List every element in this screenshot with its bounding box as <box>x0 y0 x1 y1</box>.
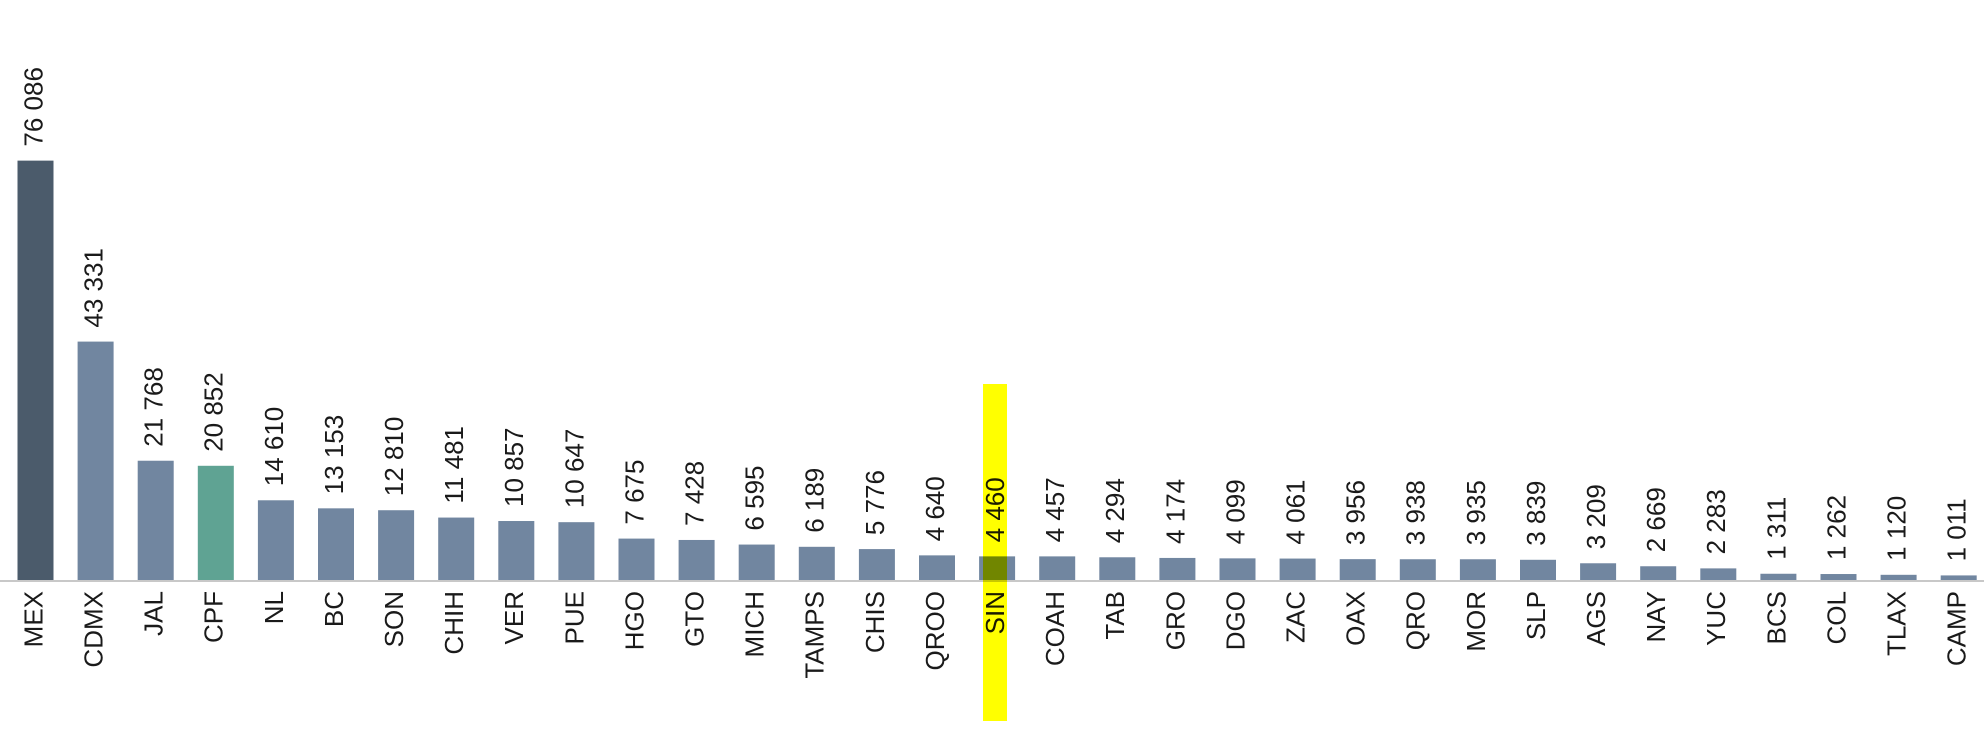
x-tick-label: SON <box>379 591 409 647</box>
bar <box>1760 573 1797 581</box>
value-label: 6 595 <box>740 465 770 530</box>
value-label: 7 675 <box>619 460 649 525</box>
x-tick-label: MICH <box>740 591 770 657</box>
x-tick-label: GRO <box>1160 591 1190 650</box>
value-label: 6 189 <box>800 468 830 533</box>
bar <box>1940 575 1977 581</box>
x-tick-label: HGO <box>619 591 649 650</box>
bar <box>1820 574 1857 581</box>
value-label: 1 120 <box>1881 496 1911 561</box>
x-tick-label: AGS <box>1581 591 1611 646</box>
bar <box>137 460 174 581</box>
value-label: 1 311 <box>1761 497 1791 560</box>
bar <box>1520 559 1556 581</box>
x-tick-label: NAY <box>1641 591 1671 643</box>
x-tick-label: BC <box>319 591 349 627</box>
bar <box>798 546 835 581</box>
bar <box>17 160 54 581</box>
value-label: 4 457 <box>1040 477 1070 542</box>
bar <box>1880 574 1917 581</box>
bar <box>1580 563 1617 581</box>
value-label: 4 174 <box>1160 479 1190 544</box>
value-label: 14 610 <box>259 407 289 487</box>
bar <box>378 510 415 581</box>
x-tick-label: OAX <box>1341 591 1371 646</box>
bar <box>1459 559 1496 581</box>
x-tick-label: MOR <box>1461 591 1491 652</box>
value-label: 10 857 <box>499 427 529 507</box>
value-label: 10 647 <box>559 429 589 509</box>
x-tick-label: CAMP <box>1942 591 1972 666</box>
value-label: 12 810 <box>379 417 409 497</box>
x-tick-label: YUC <box>1701 591 1731 646</box>
bar <box>858 549 895 581</box>
value-label: 20 852 <box>199 372 229 452</box>
x-tick-label: CDMX <box>78 591 108 668</box>
x-tick-label: CHIS <box>860 591 890 653</box>
x-tick-label: MEX <box>18 591 48 647</box>
value-label: 2 669 <box>1641 487 1671 552</box>
bar <box>257 500 294 581</box>
bar <box>1039 556 1076 581</box>
bar <box>1219 558 1256 581</box>
bar <box>498 521 535 581</box>
bar <box>1159 557 1196 581</box>
x-tick-label: TLAX <box>1881 591 1911 656</box>
value-label: 4 099 <box>1220 479 1250 544</box>
value-label: 2 283 <box>1701 489 1731 554</box>
x-tick-label: TAMPS <box>800 591 830 679</box>
x-tick-label: COL <box>1821 591 1851 644</box>
value-label: 3 839 <box>1521 481 1551 546</box>
x-tick-label: DGO <box>1220 591 1250 650</box>
x-tick-label: PUE <box>559 591 589 644</box>
value-label: 3 938 <box>1401 480 1431 545</box>
x-tick-label: BCS <box>1761 591 1791 644</box>
bar <box>1700 568 1737 581</box>
x-tick-label: GTO <box>679 591 709 647</box>
value-label: 11 481 <box>439 426 469 504</box>
value-label: 3 935 <box>1461 480 1491 545</box>
bar <box>1399 559 1436 581</box>
value-label: 13 153 <box>319 415 349 495</box>
bar <box>1339 559 1376 581</box>
bar <box>77 341 114 581</box>
bar <box>618 538 655 581</box>
bar <box>738 544 775 581</box>
x-tick-label: NL <box>259 591 289 624</box>
highlight <box>983 384 1007 721</box>
x-tick-label: QRO <box>1401 591 1431 650</box>
value-label: 7 428 <box>679 461 709 526</box>
x-tick-label: CPF <box>199 591 229 643</box>
bar <box>558 522 595 581</box>
x-tick-label: CHIH <box>439 591 469 655</box>
bar <box>678 539 715 581</box>
bar <box>197 465 234 581</box>
value-label: 76 086 <box>18 67 48 147</box>
x-tick-label: COAH <box>1040 591 1070 666</box>
bar <box>1640 566 1677 581</box>
value-label: 4 294 <box>1100 478 1130 543</box>
x-tick-label: JAL <box>139 591 169 636</box>
x-tick-label: VER <box>499 591 529 644</box>
x-tick-label: TAB <box>1100 591 1130 640</box>
bar <box>438 517 475 581</box>
bar <box>1099 557 1136 581</box>
x-tick-label: QROO <box>920 591 950 670</box>
value-label: 1 011 <box>1942 498 1972 561</box>
value-label: 5 776 <box>860 470 890 535</box>
bar <box>919 555 955 581</box>
value-label: 3 209 <box>1581 484 1611 549</box>
value-label: 1 262 <box>1821 495 1851 560</box>
x-tick-label: SLP <box>1521 591 1551 640</box>
x-tick-label: ZAC <box>1280 591 1310 643</box>
value-label: 3 956 <box>1341 480 1371 545</box>
bar <box>1279 558 1316 581</box>
value-label: 43 331 <box>78 248 108 328</box>
value-label: 21 768 <box>139 367 169 447</box>
value-label: 4 061 <box>1280 479 1310 544</box>
bar <box>318 508 354 581</box>
value-label: 4 640 <box>920 476 950 541</box>
